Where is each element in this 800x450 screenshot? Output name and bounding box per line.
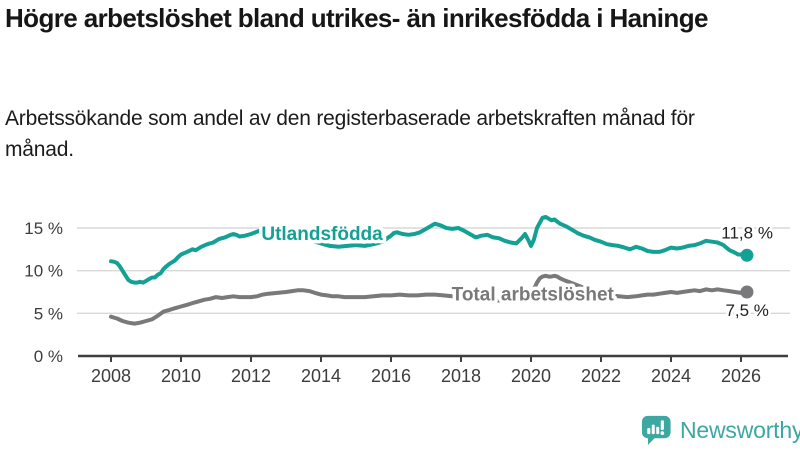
y-tick-label: 5 % [34, 304, 63, 323]
brand-name: Newsworthy [680, 416, 800, 443]
series-inline-label: Total arbetslöshet [452, 284, 615, 305]
series-end-value: 11,8 % [721, 223, 773, 242]
y-tick-label: 10 % [24, 262, 63, 281]
series-line [109, 214, 749, 285]
x-tick-label: 2026 [721, 366, 761, 386]
x-tick-label: 2024 [651, 366, 691, 386]
x-tick-label: 2016 [371, 366, 411, 386]
newsworthy-logo: Newsworthy [640, 413, 800, 447]
page-subtitle: Arbetssökande som andel av den registerb… [5, 107, 695, 161]
x-tick-label: 2018 [441, 366, 481, 386]
bar-chart-speech-bubble-icon [640, 413, 673, 447]
series-end-dot [740, 248, 754, 262]
x-tick-label: 2008 [91, 366, 131, 386]
page-title: Högre arbetslöshet bland utrikes- än inr… [5, 3, 708, 33]
series-end-dot [740, 285, 754, 299]
x-tick-label: 2012 [231, 366, 271, 386]
x-tick-label: 2010 [161, 366, 201, 386]
series-end-value: 7,5 % [725, 301, 768, 320]
x-tick-label: 2022 [581, 366, 621, 386]
series-inline-label: Utlandsfödda [261, 224, 383, 245]
series-line [109, 273, 749, 326]
x-tick-label: 2020 [511, 366, 551, 386]
y-tick-label: 15 % [24, 219, 63, 238]
y-tick-label: 0 % [34, 347, 63, 366]
x-tick-label: 2014 [301, 366, 341, 386]
